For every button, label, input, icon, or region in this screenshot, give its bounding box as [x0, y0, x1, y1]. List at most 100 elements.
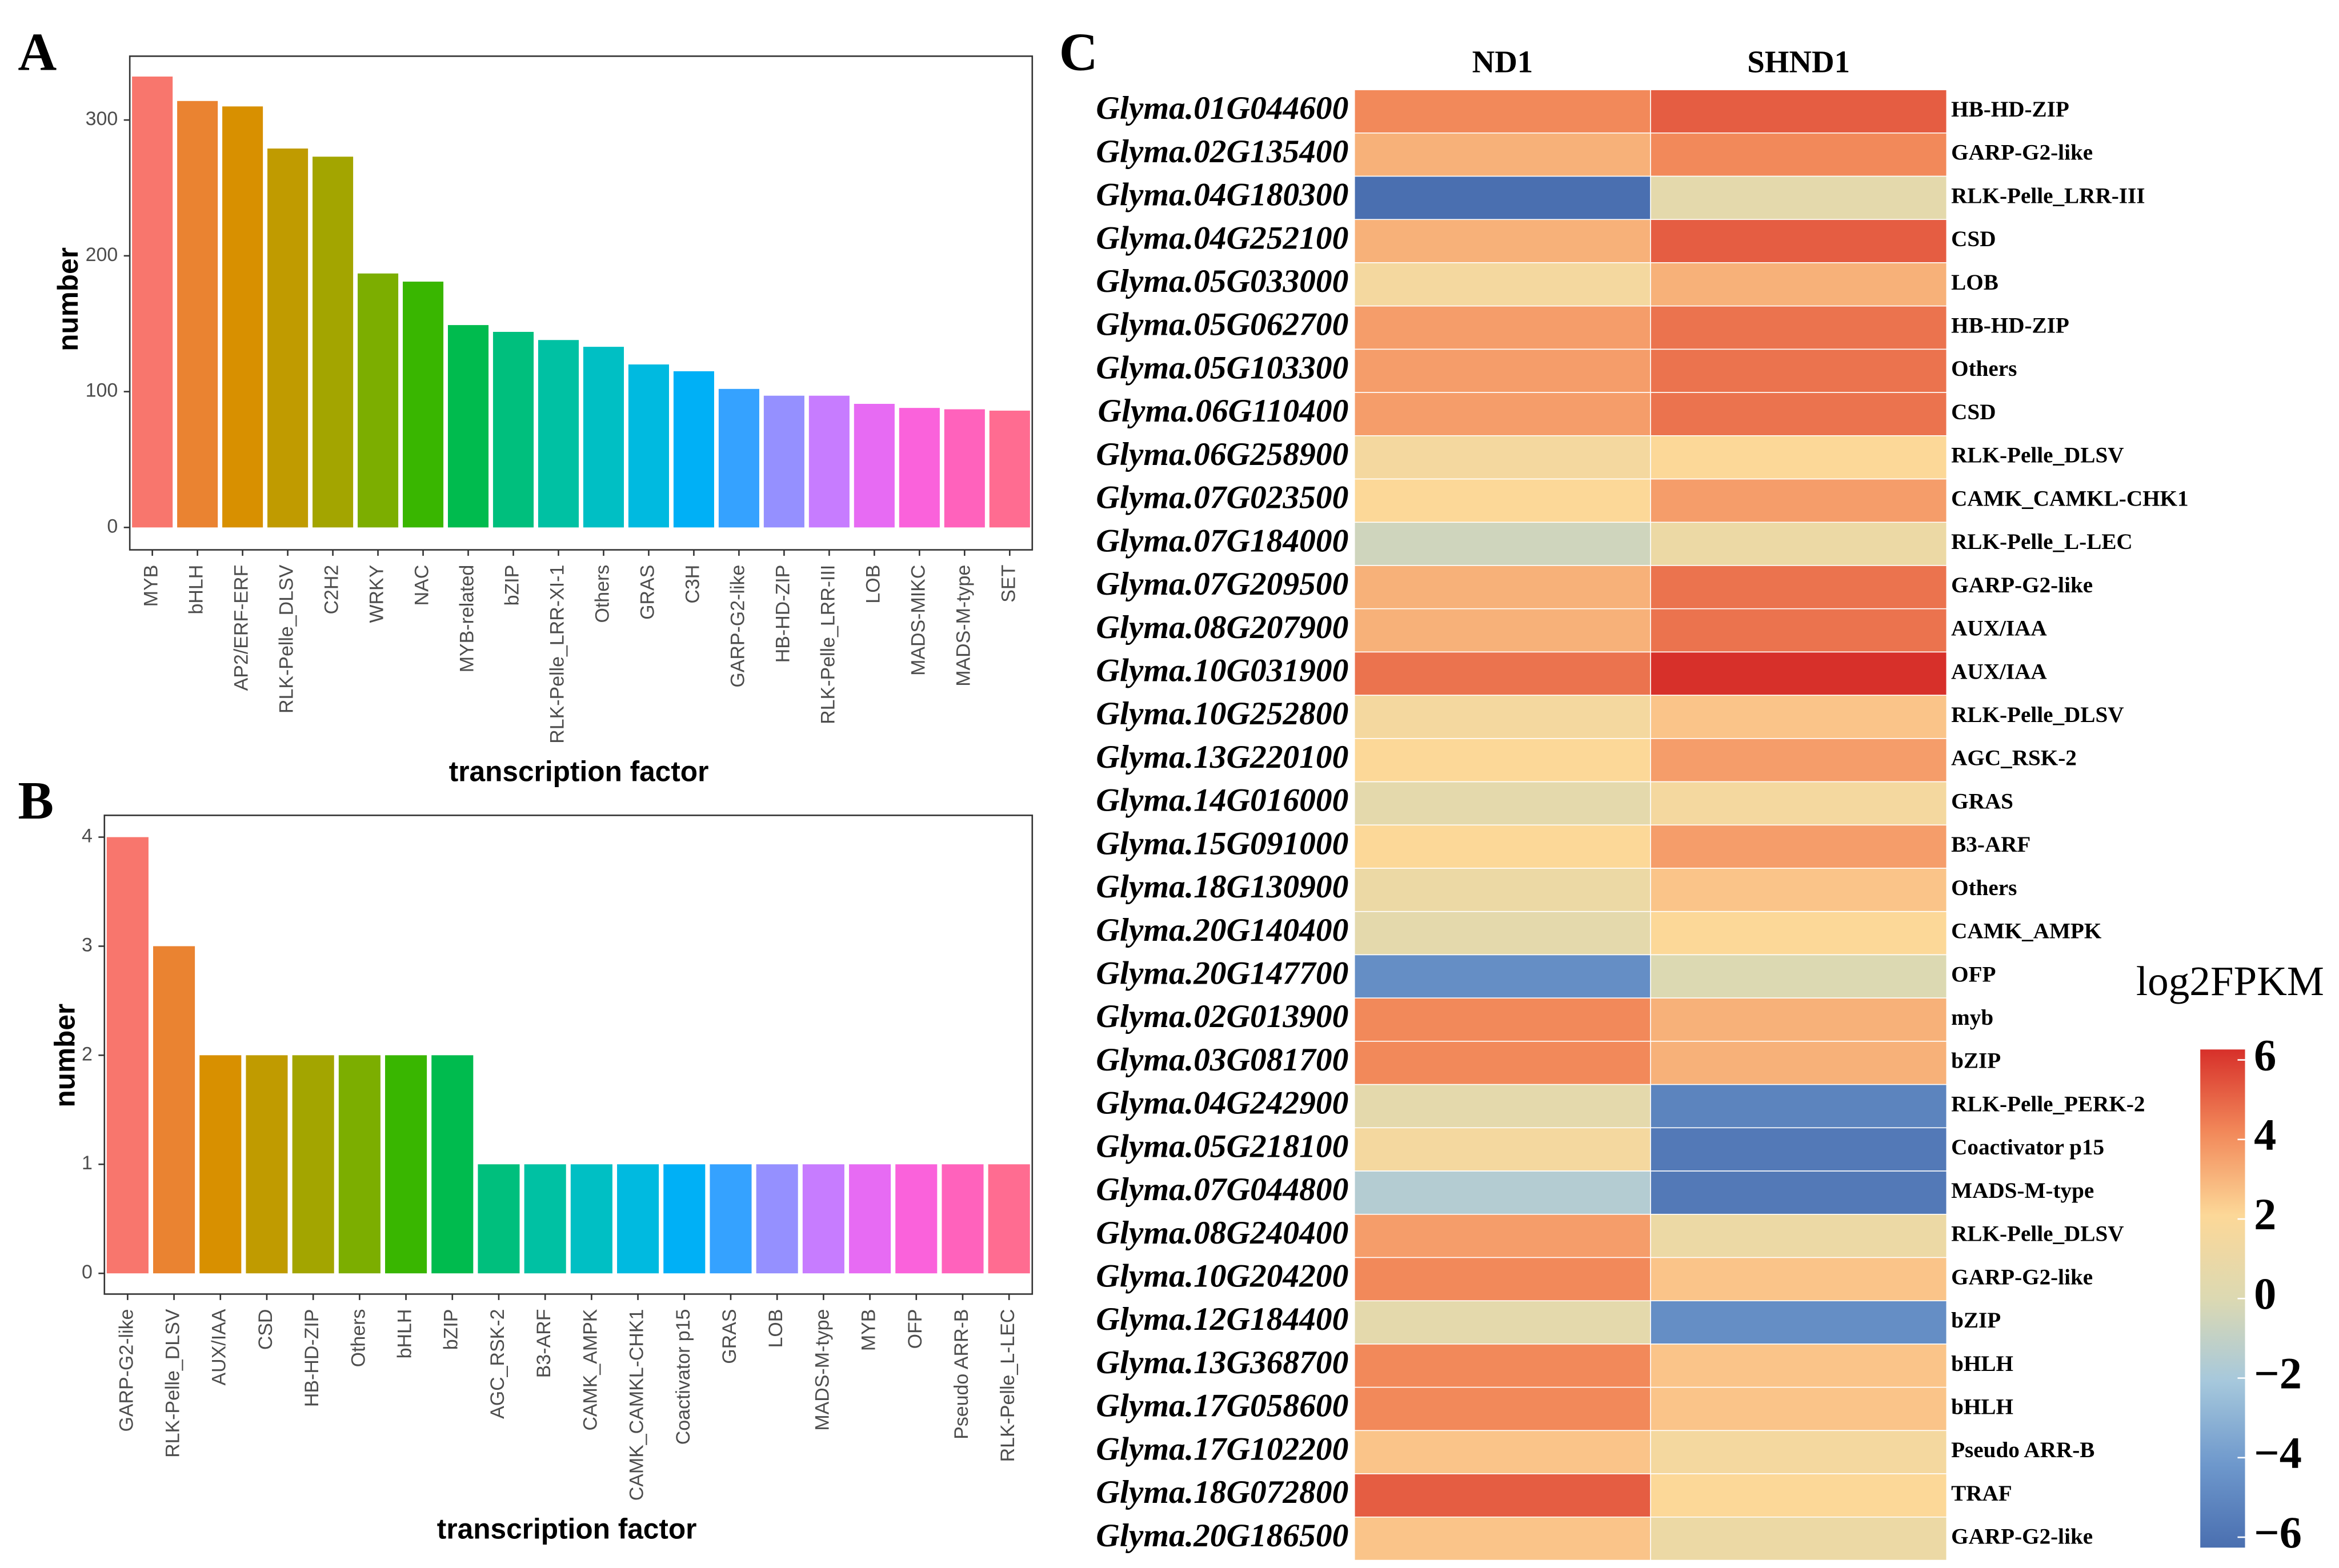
bar [338, 1055, 381, 1274]
bar [854, 403, 895, 528]
bar [358, 273, 399, 528]
heat-cell [1353, 1084, 1651, 1129]
x-tick-label: RLK-Pelle_LRR-III [817, 565, 839, 724]
tf-label: GRAS [1951, 789, 2013, 813]
colorbar-tick-label: 2 [2254, 1189, 2276, 1239]
tf-label: GARP-G2-like [1951, 1525, 2093, 1549]
heat-cell [1353, 478, 1651, 523]
panel-label: B [18, 771, 54, 831]
y-tick-label: 0 [107, 515, 118, 537]
x-tick-label: AGC_RSK-2 [487, 1309, 508, 1419]
tf-label: GARP-G2-like [1951, 141, 2093, 165]
heat-cell [1353, 522, 1651, 566]
bar [447, 325, 489, 528]
heat-cell [1353, 1257, 1651, 1301]
bar [989, 410, 1030, 528]
heat-cell [1353, 348, 1651, 393]
bar [106, 837, 149, 1274]
tf-label: Others [1951, 876, 2017, 900]
tf-label: GARP-G2-like [1951, 1265, 2093, 1289]
tf-label: CAMK_CAMKL-CHK1 [1951, 486, 2188, 511]
x-tick-label: MADS-M-type [811, 1309, 833, 1431]
bar [628, 364, 669, 528]
heat-cell [1650, 1517, 1948, 1561]
tf-label: bHLH [1951, 1394, 2013, 1419]
heat-cell [1650, 954, 1948, 998]
gene-label: Glyma.04G242900 [1096, 1085, 1348, 1121]
x-tick-label: NAC [411, 565, 433, 606]
heat-cell [1650, 435, 1948, 480]
gene-label: Glyma.04G252100 [1096, 220, 1348, 256]
bar [718, 388, 759, 528]
heat-cell [1353, 1127, 1651, 1172]
heat-cell [1650, 1213, 1948, 1258]
x-tick-label: bHLH [186, 565, 207, 615]
x-tick-label: HB-HD-ZIP [772, 565, 794, 663]
colorbar-tick-label: 4 [2254, 1110, 2276, 1160]
bar [177, 101, 218, 528]
colorbar-tick-label: 0 [2254, 1269, 2276, 1318]
bar [942, 1164, 984, 1274]
heat-cell [1353, 781, 1651, 826]
gene-label: Glyma.07G184000 [1096, 523, 1348, 559]
heat-cell [1650, 219, 1948, 263]
y-tick-label: 300 [86, 108, 118, 130]
x-tick-label: MADS-MIKC [907, 565, 929, 676]
gene-label: Glyma.05G103300 [1096, 350, 1348, 386]
gene-label: Glyma.15G091000 [1096, 825, 1348, 861]
x-tick-label: CAMK_AMPK [579, 1309, 601, 1430]
gene-label: Glyma.12G184400 [1096, 1301, 1348, 1337]
x-tick-label: HB-HD-ZIP [301, 1309, 323, 1407]
x-tick-label: C2H2 [321, 565, 343, 615]
x-tick-label: CSD [255, 1309, 277, 1350]
heat-cell [1650, 781, 1948, 826]
tf-label: myb [1951, 1005, 1993, 1030]
gene-label: Glyma.10G252800 [1096, 696, 1348, 732]
bar [763, 395, 804, 528]
bar [538, 340, 579, 528]
column-label: SHND1 [1747, 45, 1850, 79]
heat-cell [1353, 1517, 1651, 1561]
heat-cell [1650, 911, 1948, 956]
tf-label: CSD [1951, 227, 1996, 251]
heat-cell [1650, 1257, 1948, 1301]
x-tick-label: B3-ARF [533, 1309, 555, 1378]
column-label: ND1 [1472, 45, 1533, 79]
tf-label: Pseudo ARR-B [1951, 1438, 2094, 1462]
bar [246, 1055, 288, 1274]
heat-cell [1650, 1170, 1948, 1215]
tf-label: Coactivator p15 [1951, 1135, 2104, 1160]
x-axis-label: transcription factor [449, 755, 709, 787]
gene-label: Glyma.07G023500 [1096, 480, 1348, 516]
x-tick-label: bZIP [440, 1309, 462, 1350]
x-tick-label: GARP-G2-like [115, 1309, 137, 1432]
bar [132, 77, 173, 528]
heat-cell [1353, 133, 1651, 177]
heat-cell [1650, 738, 1948, 783]
colorbar-tick-label: −6 [2254, 1507, 2302, 1557]
gene-label: Glyma.08G207900 [1096, 609, 1348, 645]
gene-label: Glyma.05G062700 [1096, 307, 1348, 343]
tf-label: RLK-Pelle_L-LEC [1951, 530, 2133, 554]
heat-cell [1650, 392, 1948, 436]
x-tick-label: MYB [858, 1309, 880, 1352]
bar [849, 1164, 891, 1274]
x-tick-label: RLK-Pelle_DLSV [162, 1309, 184, 1458]
y-tick-label: 3 [82, 934, 93, 956]
x-tick-label: MADS-M-type [952, 565, 974, 687]
bar [673, 371, 714, 528]
tf-label: MADS-M-type [1951, 1178, 2094, 1203]
tf-label: HB-HD-ZIP [1951, 314, 2069, 338]
heat-cell [1353, 1170, 1651, 1215]
bar [431, 1055, 474, 1274]
gene-label: Glyma.05G033000 [1096, 263, 1348, 299]
plot-panel [103, 815, 1034, 1295]
heat-cell [1353, 651, 1651, 696]
x-tick-label: LOB [862, 565, 884, 604]
gene-label: Glyma.02G013900 [1096, 998, 1348, 1034]
gene-label: Glyma.17G102200 [1096, 1431, 1348, 1467]
heat-cell [1650, 1084, 1948, 1129]
heat-cell [1353, 738, 1651, 783]
x-tick-label: Others [347, 1309, 369, 1368]
